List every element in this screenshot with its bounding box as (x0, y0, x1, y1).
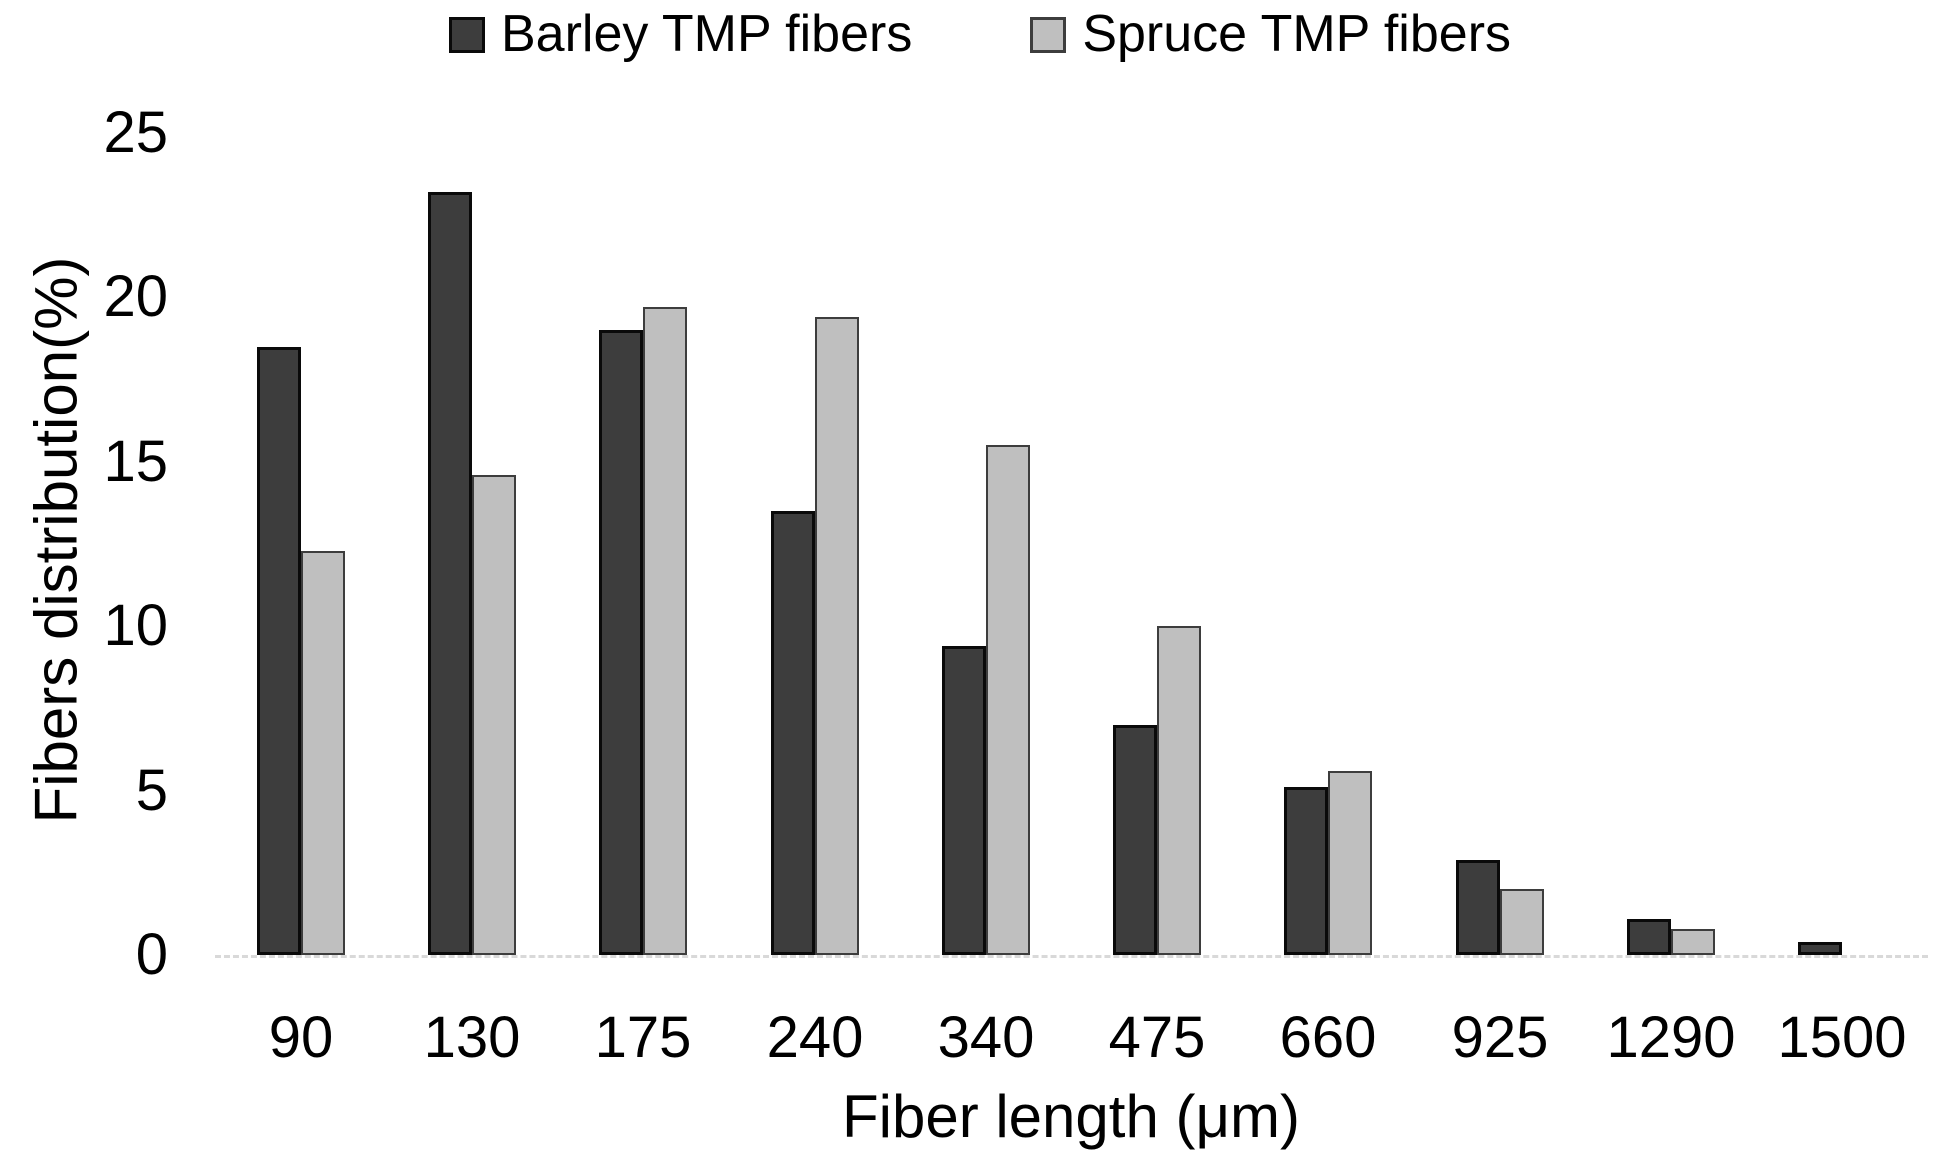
x-tick-label: 340 (937, 1005, 1035, 1070)
bar-barley-240 (771, 511, 815, 955)
spruce-legend-swatch-icon (1030, 16, 1067, 53)
y-tick-label: 25 (103, 100, 168, 165)
bar-spruce-660 (1328, 771, 1372, 955)
bar-spruce-175 (643, 307, 687, 955)
legend-label-barley: Barley TMP fibers (500, 5, 913, 63)
bar-barley-90 (257, 347, 301, 955)
x-axis-line (215, 955, 1928, 958)
x-tick-label: 660 (1279, 1005, 1377, 1070)
legend-item-barley: Barley TMP fibers (448, 5, 913, 63)
legend-item-spruce: Spruce TMP fibers (1030, 5, 1512, 63)
bar-spruce-475 (1157, 626, 1201, 955)
bar-barley-340 (942, 646, 986, 955)
x-tick-label: 1290 (1606, 1005, 1736, 1070)
bar-barley-1290 (1627, 919, 1671, 955)
y-tick-label: 15 (103, 428, 168, 494)
y-tick-label: 5 (135, 757, 168, 823)
bar-spruce-240 (815, 317, 859, 955)
y-axis-title: Fibers distribution(%) (22, 256, 90, 824)
bar-spruce-130 (472, 475, 516, 955)
bar-barley-475 (1113, 725, 1157, 955)
y-tick-label: 0 (135, 922, 168, 987)
barley-legend-swatch-icon (448, 16, 485, 53)
bar-barley-660 (1284, 787, 1328, 955)
y-tick-label: 10 (103, 593, 168, 659)
bar-spruce-90 (301, 551, 345, 955)
bar-barley-1500 (1798, 942, 1842, 955)
x-tick-label: 925 (1451, 1005, 1549, 1070)
x-tick-label: 1500 (1777, 1005, 1907, 1070)
bar-barley-130 (428, 192, 472, 955)
x-tick-label: 240 (766, 1005, 864, 1070)
bar-spruce-925 (1500, 889, 1544, 955)
bar-barley-925 (1456, 860, 1500, 955)
x-tick-label: 130 (423, 1005, 521, 1070)
bar-spruce-340 (986, 445, 1030, 955)
x-tick-label: 90 (268, 1005, 334, 1070)
x-axis-title: Fiber length (μm) (841, 1083, 1301, 1150)
bar-spruce-1290 (1671, 929, 1715, 955)
chart-legend: Barley TMP fibers Spruce TMP fibers (0, 5, 1960, 63)
x-tick-label: 475 (1108, 1005, 1206, 1070)
legend-label-spruce: Spruce TMP fibers (1082, 5, 1512, 63)
x-tick-label: 175 (594, 1005, 692, 1070)
y-tick-label: 20 (103, 264, 168, 330)
bar-barley-175 (599, 330, 643, 955)
